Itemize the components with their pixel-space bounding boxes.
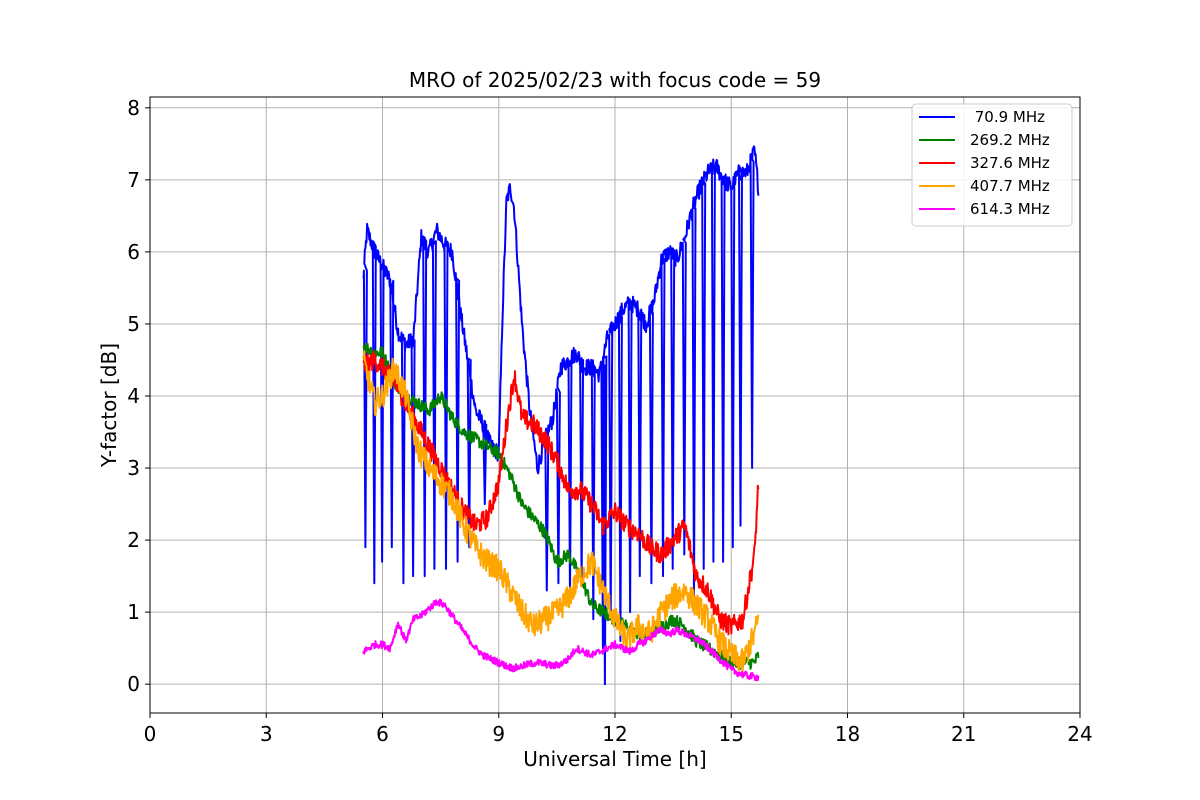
y-tick-label: 1: [127, 600, 140, 624]
series-line: [362, 145, 760, 686]
series-layer: [362, 145, 760, 686]
legend-label: 407.7 MHz: [970, 177, 1050, 195]
legend-label: 70.9 MHz: [970, 108, 1045, 126]
y-tick-label: 4: [127, 384, 140, 408]
y-axis-label: Y-factor [dB]: [97, 343, 121, 468]
y-tick-label: 5: [127, 312, 140, 336]
x-tick-label: 3: [260, 722, 273, 746]
y-tick-label: 0: [127, 672, 140, 696]
series-line: [362, 350, 760, 673]
x-tick-label: 18: [835, 722, 860, 746]
legend-label: 327.6 MHz: [970, 154, 1050, 172]
y-tick-label: 7: [127, 168, 140, 192]
x-tick-label: 6: [376, 722, 389, 746]
legend-label: 269.2 MHz: [970, 131, 1050, 149]
x-tick-label: 21: [951, 722, 976, 746]
series-line: [362, 350, 760, 636]
x-tick-label: 12: [602, 722, 627, 746]
y-axis: 0 1 2 3 4 5 6 7 8: [127, 96, 150, 696]
x-tick-label: 15: [719, 722, 744, 746]
x-axis: 0 3 6 9 12 15 18 21 24: [144, 713, 1093, 746]
x-axis-label: Universal Time [h]: [523, 747, 706, 771]
y-tick-label: 8: [127, 96, 140, 120]
series-line: [362, 598, 760, 682]
legend-box: [911, 103, 1073, 227]
x-tick-label: 9: [492, 722, 505, 746]
plot-area: [362, 145, 760, 686]
chart-title: MRO of 2025/02/23 with focus code = 59: [409, 68, 821, 92]
x-tick-label: 24: [1067, 722, 1092, 746]
series-line: [362, 342, 760, 670]
legend: 70.9 MHz 269.2 MHz 327.6 MHz 407.7 MHz 614.3…: [911, 103, 1073, 227]
y-tick-label: 6: [127, 240, 140, 264]
x-tick-label: 0: [144, 722, 157, 746]
y-tick-label: 2: [127, 528, 140, 552]
legend-label: 614.3 MHz: [970, 200, 1050, 218]
y-tick-label: 3: [127, 456, 140, 480]
